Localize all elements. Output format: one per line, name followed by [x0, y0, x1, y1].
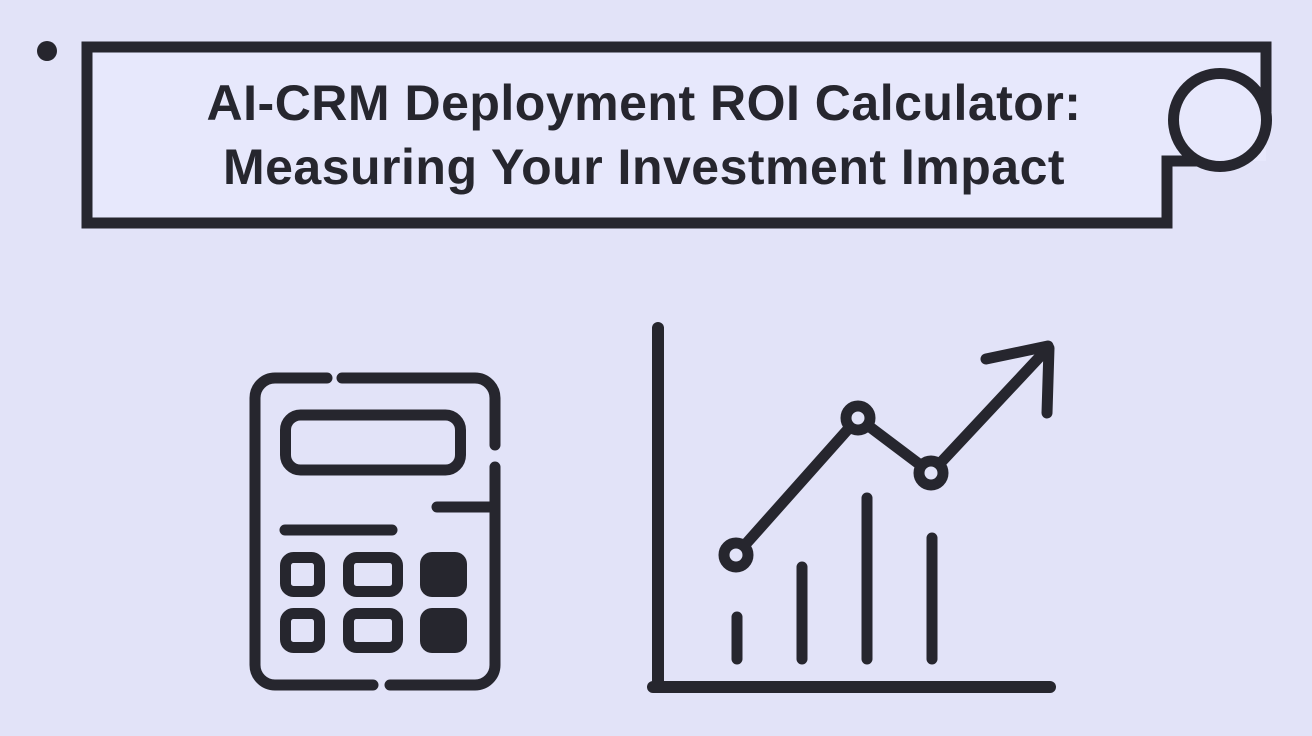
calculator-button [343, 608, 403, 653]
calculator-button-filled [420, 552, 467, 597]
calculator-button [343, 552, 403, 597]
chart-data-point [913, 455, 949, 491]
calculator-display [280, 409, 466, 476]
calculator-body-topright [336, 372, 501, 451]
chart-arrowhead [980, 340, 1054, 365]
calculator-button [280, 552, 325, 597]
calculator-icon [249, 372, 501, 691]
title-box-border [81, 41, 1272, 229]
chart-trend-line [730, 342, 1054, 561]
bullet-dot-icon [37, 41, 57, 61]
growth-chart-icon [647, 322, 1056, 693]
page-title-line-2: Measuring Your Investment Impact [222, 139, 1066, 195]
chart-data-point [718, 537, 754, 573]
chart-arrowhead [1041, 342, 1055, 419]
calculator-button-filled [420, 608, 467, 653]
title-box [81, 41, 1272, 229]
calculator-body-bottomright [384, 461, 501, 691]
calculator-body-left [249, 372, 379, 691]
page-title-line-1: AI-CRM Deployment ROI Calculator: [206, 75, 1082, 131]
accent-circle-icon [1168, 68, 1272, 172]
page-title: AI-CRM Deployment ROI Calculator: Measur… [92, 47, 1196, 223]
chart-data-point [840, 400, 876, 436]
title-box-fill [87, 47, 1266, 223]
calculator-button [280, 608, 325, 653]
